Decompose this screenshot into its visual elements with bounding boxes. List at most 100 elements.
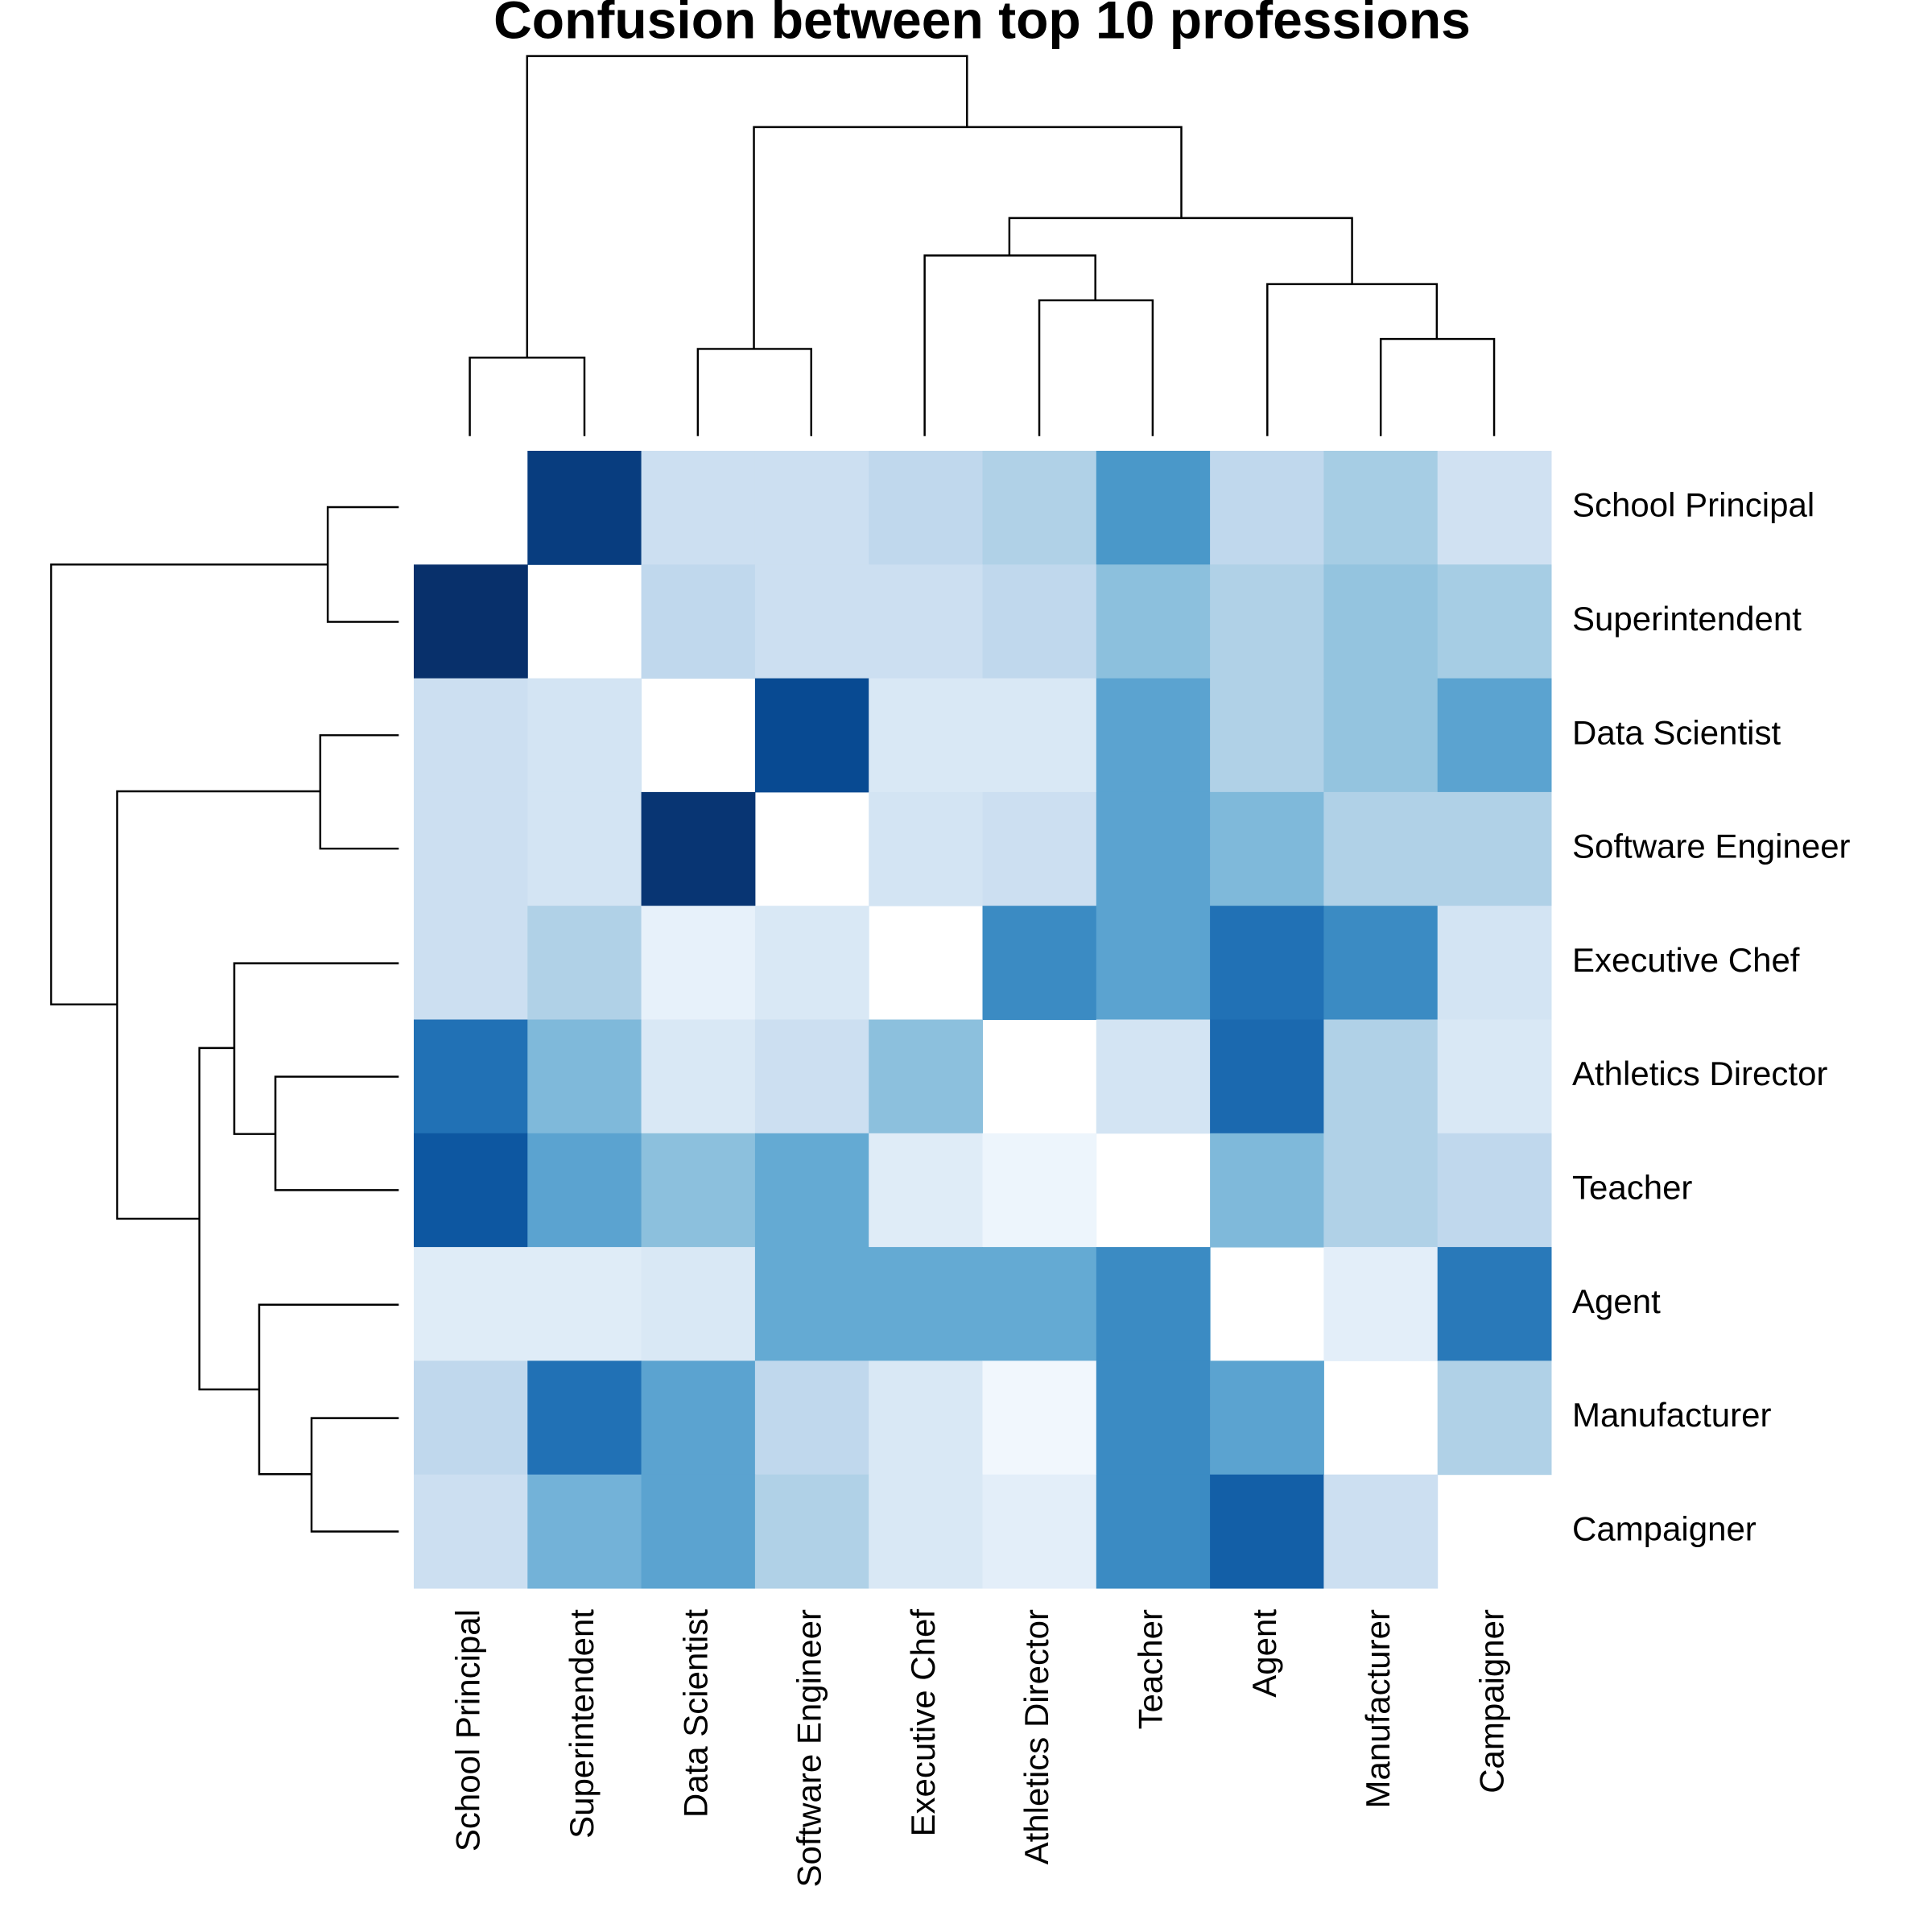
heatmap-cell [754,1019,869,1134]
heatmap-cell [414,1133,528,1248]
heatmap-cell [414,1360,528,1476]
heatmap-cell [1210,1019,1324,1134]
row-label: Superintendent [1572,600,1802,638]
heatmap-cell [641,451,756,565]
heatmap-cell [414,564,528,679]
heatmap-cell [414,1247,528,1361]
heatmap-cell [982,564,1097,679]
heatmap-cell [1096,1247,1211,1361]
heatmap-cell [754,1133,869,1248]
heatmap-cell [1323,1474,1439,1589]
row-label: Data Scientist [1572,713,1781,751]
heatmap-cell [1323,906,1439,1020]
heatmap-cell [1323,1019,1439,1134]
heatmap-cell [1323,564,1439,679]
heatmap-cell [527,906,642,1020]
heatmap-cell [1323,678,1439,793]
heatmap-cell [982,1247,1097,1361]
heatmap-cell [527,791,642,906]
heatmap-cell [754,1360,869,1476]
heatmap-cell [869,1133,983,1248]
heatmap-cell [1437,564,1552,679]
row-label: Teacher [1572,1169,1692,1207]
heatmap-cell [1323,451,1439,565]
row-label: Athletics Director [1572,1055,1827,1092]
heatmap-cell [641,906,756,1020]
heatmap-cell [869,1360,983,1476]
row-label: Campaigner [1572,1509,1757,1547]
heatmap-cell [1323,791,1439,906]
row-label: School Principal [1572,486,1814,524]
heatmap-cell [1437,1247,1552,1361]
heatmap-cell [527,1019,642,1134]
heatmap-cell [1210,451,1324,565]
heatmap-cell [869,1474,983,1589]
heatmap-cell [1437,906,1552,1020]
heatmap-cell [641,1247,756,1361]
heatmap-cell [1096,1474,1211,1589]
heatmap-cell [1210,1474,1324,1589]
heatmap-cell [982,791,1097,906]
heatmap-cell [982,451,1097,565]
heatmap-cell [1437,678,1552,793]
heatmap-cell [869,791,983,906]
heatmap-cell [869,564,983,679]
heatmap-cell [1437,791,1552,906]
heatmap-cell [414,906,528,1020]
heatmap-cell [1210,1360,1324,1476]
heatmap-cell [414,678,528,793]
heatmap-cell [1096,1019,1211,1134]
chart-title: Confusion between top 10 professions [493,0,1471,49]
heatmap-cell [1096,906,1211,1020]
heatmap-cell [641,564,756,679]
row-label: Manufacturer [1572,1396,1771,1434]
column-label: Manufacturer [1359,1609,1397,1808]
heatmap-cell [641,1474,756,1589]
heatmap-cell [869,1019,983,1134]
heatmap-cell [1437,1019,1552,1134]
row-label: Software Engineer [1572,828,1851,865]
heatmap-cell [1210,564,1324,679]
heatmap-cell [869,1247,983,1361]
heatmap-cell [1096,1360,1211,1476]
heatmap-cell [1096,451,1211,565]
heatmap-cell [527,1360,642,1476]
heatmap-cell [527,678,642,793]
heatmap-cell [1210,1133,1324,1248]
heatmap-cell [982,1474,1097,1589]
heatmap-cell [1437,1360,1552,1476]
heatmap-cell [754,678,869,793]
heatmap-cell [1210,678,1324,793]
row-label: Executive Chef [1572,941,1800,979]
heatmap-cell [527,1474,642,1589]
heatmap-cell [754,1474,869,1589]
heatmap-cell [527,451,642,565]
column-dendrogram [469,55,1496,436]
heatmap-cell [527,1133,642,1248]
column-label: School Principal [449,1609,487,1852]
heatmap-cell [414,1474,528,1589]
column-label: Superintendent [563,1609,601,1839]
heatmap-cell [754,564,869,679]
heatmap-cell [1323,1247,1439,1361]
heatmap-cell [414,1019,528,1134]
heatmap-cell [641,791,756,906]
heatmap-cell [982,678,1097,793]
column-label: Software Engineer [791,1609,828,1888]
heatmap-cell [641,1360,756,1476]
heatmap-cell [1210,791,1324,906]
heatmap-cell [527,1247,642,1361]
heatmap-cell [754,1247,869,1361]
heatmap-cell [641,1019,756,1134]
heatmap-cell [641,1133,756,1248]
heatmap-cell [982,906,1097,1020]
heatmap-cell [869,678,983,793]
heatmap-cell [1323,1133,1439,1248]
heatmap-cell [754,906,869,1020]
heatmap-cell [1210,906,1324,1020]
heatmap-cell [982,1133,1097,1248]
column-label: Athletics Director [1018,1609,1055,1864]
heatmap-cell [1096,678,1211,793]
heatmap-cell [1437,451,1552,565]
heatmap-cell [754,451,869,565]
